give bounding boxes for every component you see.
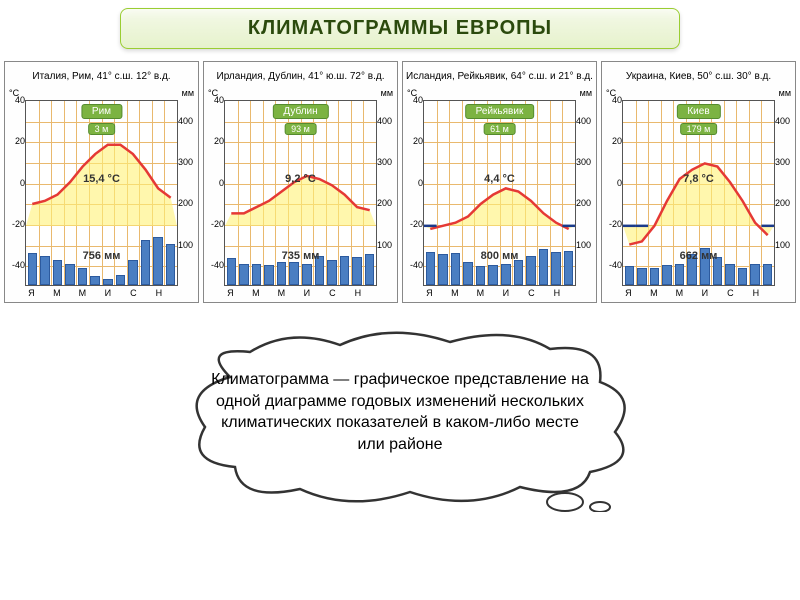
temp-curve-svg <box>424 101 575 382</box>
ytick-label: 400 <box>576 116 594 126</box>
precip-yticks: 400 300 200 100 <box>178 100 196 286</box>
city-pill: Рейкьявик <box>465 104 535 119</box>
ytick-label: 200 <box>178 198 196 208</box>
chart-location-header: Исландия, Рейкьявик, 64° с.ш. и 21° в.д. <box>405 64 594 88</box>
city-pill: Рим <box>81 104 122 119</box>
temp-yticks: 40200-20-40 <box>604 100 622 286</box>
ytick-label: 300 <box>178 157 196 167</box>
ytick-label: 200 <box>775 198 793 208</box>
ytick-label: 100 <box>775 240 793 250</box>
ytick-label: 0 <box>7 178 25 188</box>
chart-location-header: Украина, Киев, 50° с.ш. 30° в.д. <box>604 64 793 88</box>
ytick-label: 20 <box>7 136 25 146</box>
ytick-label: -20 <box>604 219 622 229</box>
ytick-label: 100 <box>576 240 594 250</box>
ytick-label: 20 <box>405 136 423 146</box>
ytick-label: 20 <box>206 136 224 146</box>
temp-yticks: 40200-20-40 <box>206 100 224 286</box>
elevation-pill: 93 м <box>284 123 317 135</box>
avg-temp-annotation: 4,4 °C <box>484 173 515 185</box>
climatogram-panel: Италия, Рим, 41° с.ш. 12° в.д.°Cмм40200-… <box>4 61 199 303</box>
precip-yticks: 400 300 200 100 <box>576 100 594 286</box>
precip-axis-label: мм <box>381 88 393 98</box>
ytick-label: 200 <box>576 198 594 208</box>
ytick-label: 40 <box>7 95 25 105</box>
ytick-label: -20 <box>206 219 224 229</box>
climatogram-panel: Украина, Киев, 50° с.ш. 30° в.д.°Cмм40 20… <box>601 61 796 303</box>
annual-precip-annotation: 735 мм <box>282 250 320 262</box>
ytick-label: 400 <box>178 116 196 126</box>
temp-curve-svg <box>26 101 177 382</box>
ytick-label: 0 <box>405 178 423 188</box>
city-pill: Киев <box>676 104 720 119</box>
precip-yticks: 400 300 200 100 <box>775 100 793 286</box>
page-title: КЛИМАТОГРАММЫ ЕВРОПЫ <box>248 17 552 39</box>
ytick-label: -40 <box>604 260 622 270</box>
elevation-pill: 3 м <box>88 123 116 135</box>
ytick-label: -40 <box>206 260 224 270</box>
avg-temp-annotation: 15,4 °C <box>83 173 120 185</box>
axis-labels-row: °Cмм <box>7 88 196 98</box>
ytick-label: 300 <box>377 157 395 167</box>
axis-labels-row: °Cмм <box>604 88 793 98</box>
precip-axis-label: мм <box>580 88 592 98</box>
chart-location-header: Италия, Рим, 41° с.ш. 12° в.д. <box>7 64 196 88</box>
climatogram-panel: Исландия, Рейкьявик, 64° с.ш. и 21° в.д.… <box>402 61 597 303</box>
grid-box: Рим 3 м 15,4 °C 756 мм <box>25 100 178 286</box>
temp-curve-svg <box>623 101 774 382</box>
ytick-label: 0 <box>604 178 622 188</box>
ytick-label: 400 <box>775 116 793 126</box>
ytick-label: 100 <box>178 240 196 250</box>
elevation-pill: 61 м <box>483 123 516 135</box>
ytick-label: 0 <box>206 178 224 188</box>
ytick-label: 20 <box>604 136 622 146</box>
temp-curve-svg <box>225 101 376 382</box>
ytick-label: 40 <box>604 95 622 105</box>
chart-location-header: Ирландия, Дублин, 41° ю.ш. 72° в.д. <box>206 64 395 88</box>
ytick-label: 40 <box>405 95 423 105</box>
temp-yticks: 40200-20-40 <box>7 100 25 286</box>
definition-text: Климатограмма — графическое представлени… <box>210 369 590 455</box>
elevation-pill: 179 м <box>680 123 718 135</box>
annual-precip-annotation: 800 мм <box>481 250 519 262</box>
precip-axis-label: мм <box>779 88 791 98</box>
ytick-label: 100 <box>377 240 395 250</box>
charts-container: Италия, Рим, 41° с.ш. 12° в.д.°Cмм40200-… <box>4 61 796 303</box>
climatogram-panel: Ирландия, Дублин, 41° ю.ш. 72° в.д.°Cмм4… <box>203 61 398 303</box>
ytick-label: -40 <box>405 260 423 270</box>
definition-cloud: Климатограмма — графическое представлени… <box>140 327 660 512</box>
grid-box: Дублин 93 м 9,2 °C 735 мм <box>224 100 377 286</box>
plot-area: 40200-20-40400300200100Дублин93 м9,2 °C7… <box>206 100 395 300</box>
annual-precip-annotation: 756 мм <box>83 250 121 262</box>
ytick-label: 300 <box>576 157 594 167</box>
ytick-label: 40 <box>206 95 224 105</box>
ytick-label: 200 <box>377 198 395 208</box>
axis-labels-row: °Cмм <box>206 88 395 98</box>
grid-box: Рейкьявик 61 м 4,4 °C 800 мм <box>423 100 576 286</box>
plot-area: 40200-20-40400300200100Рейкьявик61 м4,4 … <box>405 100 594 300</box>
ytick-label: -40 <box>7 260 25 270</box>
avg-temp-annotation: 9,2 °C <box>285 173 316 185</box>
axis-labels-row: °Cмм <box>405 88 594 98</box>
ytick-label: -20 <box>405 219 423 229</box>
ytick-label: 300 <box>775 157 793 167</box>
temp-yticks: 40200-20-40 <box>405 100 423 286</box>
page-title-box: КЛИМАТОГРАММЫ ЕВРОПЫ <box>120 8 680 49</box>
plot-area: 40200-20-40400300200100Киев179 м7,8 °C66… <box>604 100 793 300</box>
precip-yticks: 400 300 200 100 <box>377 100 395 286</box>
ytick-label: -20 <box>7 219 25 229</box>
avg-temp-annotation: 7,8 °C <box>683 173 714 185</box>
city-pill: Дублин <box>272 104 328 119</box>
precip-axis-label: мм <box>182 88 194 98</box>
plot-area: 40200-20-40400300200100Рим3 м15,4 °C756 … <box>7 100 196 300</box>
annual-precip-annotation: 662 мм <box>680 250 718 262</box>
ytick-label: 400 <box>377 116 395 126</box>
grid-box: Киев 179 м 7,8 °C 662 мм <box>622 100 775 286</box>
